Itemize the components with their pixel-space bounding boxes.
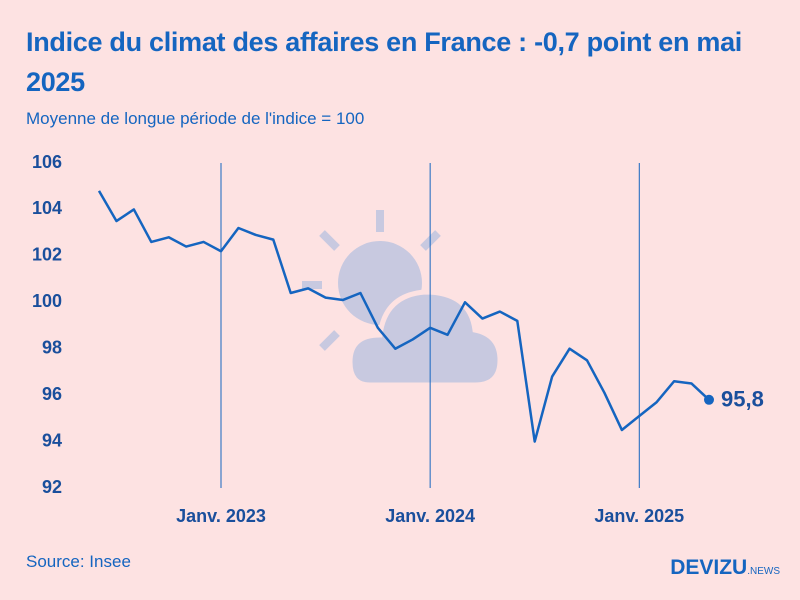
- weather-icon: [302, 210, 503, 388]
- y-tick-label: 98: [42, 337, 62, 357]
- brand-suffix: .NEWS: [747, 566, 780, 577]
- y-tick-label: 102: [32, 245, 62, 265]
- x-tick-label: Janv. 2024: [385, 506, 475, 526]
- y-tick-label: 94: [42, 430, 62, 450]
- line: [97, 190, 710, 443]
- value-label: 95,8: [721, 387, 764, 412]
- y-tick-label: 92: [42, 477, 62, 497]
- source: Source: Insee: [26, 552, 131, 571]
- brand: DEVIZU.NEWS: [670, 556, 780, 580]
- chart-subtitle: Moyenne de longue période de l'indice = …: [26, 109, 365, 128]
- chart-title: Indice du climat des affaires en France …: [26, 27, 743, 97]
- x-tick-label: Janv. 2025: [594, 506, 684, 526]
- y-tick-label: 96: [42, 384, 62, 404]
- point: [704, 394, 714, 405]
- y-tick-label: 106: [32, 152, 62, 172]
- brand-suffix-text: NEWS: [750, 566, 780, 577]
- y-tick-label: 100: [32, 291, 62, 311]
- x-tick-label: Janv. 2023: [176, 506, 266, 526]
- y-tick-label: 104: [32, 198, 62, 218]
- brand-name: DEVIZU: [670, 556, 748, 579]
